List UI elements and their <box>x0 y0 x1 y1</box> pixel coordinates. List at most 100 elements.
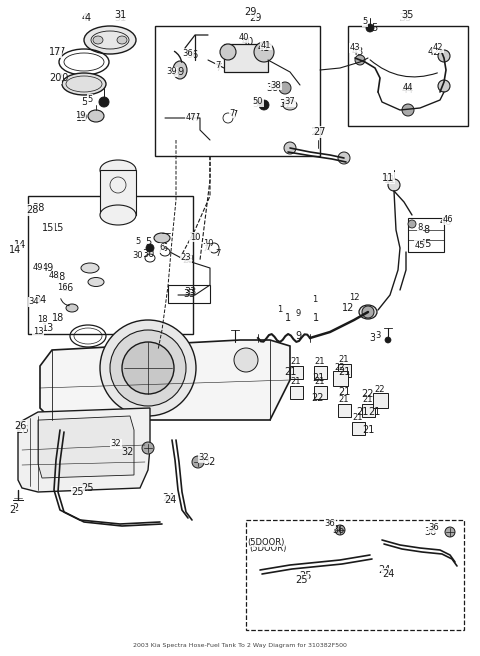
Text: 2: 2 <box>9 505 15 515</box>
Circle shape <box>99 97 109 107</box>
Bar <box>155 26 320 156</box>
Text: 15: 15 <box>42 223 54 233</box>
Text: 35: 35 <box>400 13 412 23</box>
Ellipse shape <box>359 305 377 319</box>
Text: 28: 28 <box>32 203 44 213</box>
Circle shape <box>100 320 196 416</box>
Text: 43: 43 <box>350 43 360 52</box>
Text: 8: 8 <box>423 225 429 235</box>
Text: 21: 21 <box>312 373 324 383</box>
Text: 36: 36 <box>424 527 436 537</box>
Circle shape <box>438 80 450 92</box>
Text: 16: 16 <box>57 283 67 293</box>
Circle shape <box>110 330 186 406</box>
Text: 25: 25 <box>82 483 94 493</box>
Polygon shape <box>18 408 150 492</box>
Circle shape <box>362 306 374 318</box>
Circle shape <box>366 24 374 32</box>
Bar <box>224 44 268 72</box>
Text: 2003 Kia Spectra Hose-Fuel Tank To 2 Way Diagram for 310382F500: 2003 Kia Spectra Hose-Fuel Tank To 2 Way… <box>133 643 347 648</box>
Text: 36: 36 <box>429 523 439 533</box>
Bar <box>246 520 464 630</box>
Circle shape <box>254 42 274 62</box>
Text: 36: 36 <box>332 525 344 535</box>
Circle shape <box>192 456 204 468</box>
Text: 46: 46 <box>443 216 453 224</box>
Text: 27: 27 <box>314 127 326 137</box>
Text: 39: 39 <box>167 68 177 77</box>
Text: 4: 4 <box>85 13 91 23</box>
Text: 41: 41 <box>261 41 271 49</box>
Text: 24: 24 <box>382 569 394 579</box>
Text: 11: 11 <box>382 173 394 183</box>
Bar <box>290 386 303 399</box>
Text: 21: 21 <box>353 413 363 422</box>
Text: 22: 22 <box>312 393 324 403</box>
Text: 18: 18 <box>36 316 48 325</box>
Ellipse shape <box>100 205 136 225</box>
Text: 48: 48 <box>48 272 60 281</box>
Text: 21: 21 <box>339 356 349 365</box>
Text: 23: 23 <box>182 255 194 265</box>
Text: 21: 21 <box>363 396 373 405</box>
Circle shape <box>234 348 258 372</box>
Text: 7: 7 <box>202 243 208 253</box>
Text: 30: 30 <box>142 249 154 259</box>
Bar <box>362 404 375 417</box>
Text: 49: 49 <box>42 263 54 273</box>
Text: 7: 7 <box>215 63 221 73</box>
Text: 34: 34 <box>34 295 46 305</box>
Text: 9: 9 <box>295 331 301 341</box>
Text: 21: 21 <box>339 396 349 405</box>
Text: 7: 7 <box>229 108 235 117</box>
Text: 26: 26 <box>16 425 28 435</box>
Text: 37: 37 <box>280 99 292 109</box>
Text: 44: 44 <box>403 83 413 92</box>
Text: 31: 31 <box>114 13 126 23</box>
Ellipse shape <box>84 26 136 54</box>
Text: 29: 29 <box>249 13 261 23</box>
Text: 24: 24 <box>378 565 390 575</box>
Text: 12: 12 <box>342 303 354 313</box>
Text: 20: 20 <box>56 73 68 83</box>
Text: (5DOOR): (5DOOR) <box>249 544 287 552</box>
Text: 41: 41 <box>258 43 270 53</box>
Text: 1: 1 <box>312 295 318 304</box>
Text: 42: 42 <box>428 47 440 57</box>
Text: 3: 3 <box>375 331 381 340</box>
Bar <box>348 26 468 126</box>
Text: 36: 36 <box>324 520 336 529</box>
Text: 5: 5 <box>135 237 141 247</box>
Text: 45: 45 <box>415 241 425 249</box>
Text: 6: 6 <box>161 243 167 253</box>
Text: 22: 22 <box>335 363 345 371</box>
Circle shape <box>220 44 236 60</box>
Text: 38: 38 <box>271 81 281 89</box>
Text: 7: 7 <box>216 249 221 258</box>
Text: 33: 33 <box>183 289 195 299</box>
Text: 21: 21 <box>362 425 374 435</box>
Circle shape <box>259 100 269 110</box>
Ellipse shape <box>66 304 78 312</box>
Text: 40: 40 <box>242 37 254 47</box>
Text: 1: 1 <box>277 306 283 314</box>
Text: 29: 29 <box>244 7 256 17</box>
Text: 25: 25 <box>72 487 84 497</box>
Text: 46: 46 <box>440 217 452 227</box>
Text: 49: 49 <box>33 262 43 272</box>
Text: 38: 38 <box>266 83 278 93</box>
Text: 14: 14 <box>14 240 26 250</box>
Circle shape <box>355 55 365 65</box>
Circle shape <box>284 142 296 154</box>
Text: 5: 5 <box>87 94 93 104</box>
Ellipse shape <box>173 61 187 79</box>
Ellipse shape <box>62 73 106 95</box>
Text: 5: 5 <box>145 237 151 247</box>
Circle shape <box>209 243 219 253</box>
Bar <box>290 366 303 379</box>
Text: 47: 47 <box>189 113 201 123</box>
Text: 2: 2 <box>12 503 18 513</box>
Bar <box>338 404 351 417</box>
Circle shape <box>279 82 291 94</box>
Text: 16: 16 <box>62 283 74 293</box>
